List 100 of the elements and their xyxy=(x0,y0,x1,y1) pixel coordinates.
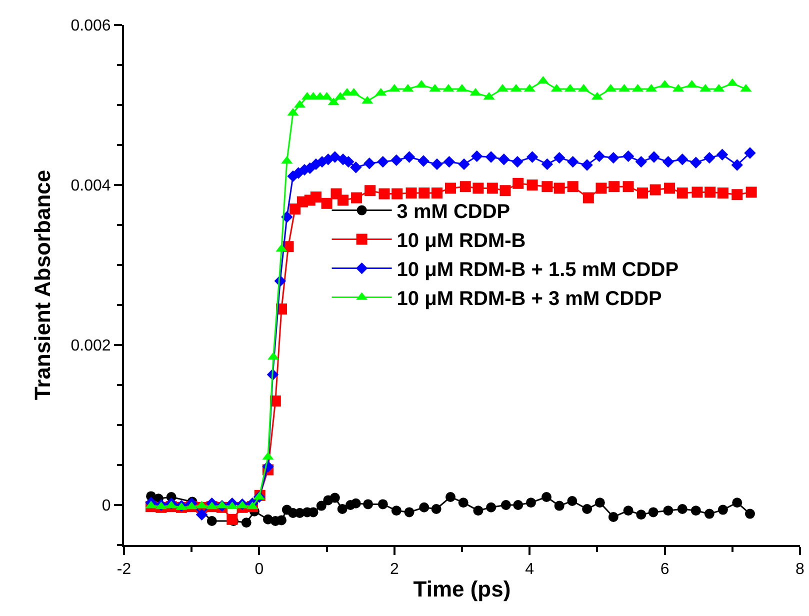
x-tick-label: 8 xyxy=(796,561,805,578)
point xyxy=(364,158,376,170)
point xyxy=(746,186,757,198)
point xyxy=(608,512,618,522)
point xyxy=(732,189,743,200)
point xyxy=(458,158,470,170)
point xyxy=(692,186,703,198)
point xyxy=(206,516,217,526)
point xyxy=(378,188,390,200)
point xyxy=(329,151,341,163)
point xyxy=(542,492,552,502)
point xyxy=(472,182,484,194)
point xyxy=(676,188,688,198)
point xyxy=(744,147,756,159)
point xyxy=(196,508,208,520)
point xyxy=(443,156,456,168)
point xyxy=(690,506,701,516)
point xyxy=(471,150,483,162)
point xyxy=(390,154,402,166)
y-tick-label: 0 xyxy=(102,498,111,515)
point xyxy=(330,492,340,503)
point xyxy=(716,148,728,160)
x-tick-label: 0 xyxy=(254,561,264,578)
point xyxy=(460,181,471,192)
point xyxy=(542,181,553,192)
point xyxy=(485,151,497,163)
point xyxy=(622,150,634,162)
point xyxy=(596,182,607,194)
point xyxy=(404,507,414,518)
point xyxy=(582,504,592,514)
point xyxy=(677,504,688,514)
x-tick-label: -2 xyxy=(116,561,132,578)
point xyxy=(498,154,510,166)
x-tick-label: 6 xyxy=(660,561,670,578)
point xyxy=(704,186,716,198)
x-tick-label: 4 xyxy=(525,561,534,578)
point xyxy=(636,510,646,520)
point xyxy=(718,504,728,515)
point xyxy=(512,178,524,189)
y-tick-label: 0.002 xyxy=(70,338,111,355)
point xyxy=(418,188,430,198)
point xyxy=(350,162,362,174)
point xyxy=(321,198,332,209)
point xyxy=(363,499,374,510)
point xyxy=(664,182,676,194)
point xyxy=(364,185,376,196)
point xyxy=(567,496,578,506)
point xyxy=(392,188,403,200)
point xyxy=(431,504,442,514)
point xyxy=(338,194,349,206)
legend-label: 10 μM RDM-B + 1.5 mM CDDP xyxy=(396,259,679,282)
point xyxy=(731,159,743,171)
point xyxy=(500,185,511,196)
point xyxy=(541,158,554,170)
point xyxy=(391,506,402,516)
point xyxy=(567,156,579,168)
point xyxy=(512,156,524,168)
point xyxy=(316,500,326,511)
point xyxy=(526,180,538,190)
point xyxy=(418,155,430,167)
point xyxy=(526,498,536,508)
point xyxy=(622,181,634,192)
point xyxy=(593,150,606,162)
point xyxy=(276,515,287,526)
point xyxy=(241,518,252,528)
point xyxy=(676,154,688,166)
y-tick-label: 0.004 xyxy=(70,178,111,195)
point xyxy=(663,506,674,516)
point xyxy=(431,158,443,170)
point xyxy=(554,182,565,194)
point xyxy=(554,500,564,511)
point xyxy=(500,500,511,510)
point xyxy=(704,508,714,519)
point xyxy=(608,152,620,164)
point xyxy=(431,188,442,198)
point xyxy=(732,498,742,508)
x-axis-title: Time (ps) xyxy=(413,576,511,602)
point xyxy=(690,156,702,168)
y-tick-label: 0.006 xyxy=(70,18,111,35)
point xyxy=(458,498,468,508)
point xyxy=(635,156,647,168)
point xyxy=(717,188,728,198)
point xyxy=(581,159,593,171)
legend-label: 3 mM CDDP xyxy=(396,201,510,224)
point xyxy=(473,506,484,516)
point xyxy=(446,492,456,502)
point xyxy=(623,506,634,516)
point xyxy=(419,502,430,512)
legend-label: 10 μM RDM-B + 3 mM CDDP xyxy=(396,288,662,310)
point xyxy=(648,507,658,518)
point xyxy=(378,499,388,510)
point xyxy=(744,508,755,519)
point xyxy=(648,151,660,163)
point xyxy=(337,504,348,514)
point xyxy=(553,152,566,164)
point xyxy=(608,181,620,192)
point xyxy=(650,184,661,196)
x-tick-label: 2 xyxy=(390,561,399,578)
point xyxy=(662,156,674,168)
point xyxy=(377,156,389,168)
